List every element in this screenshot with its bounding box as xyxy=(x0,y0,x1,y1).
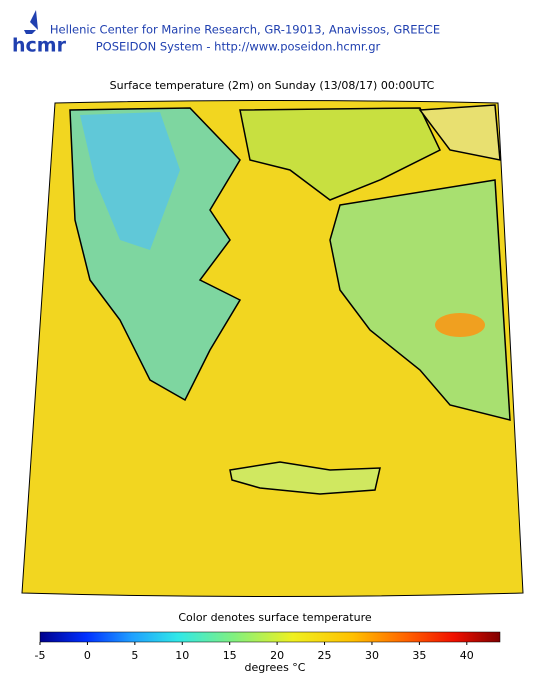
island xyxy=(229,461,381,495)
tick-label: 20 xyxy=(270,649,284,662)
tick-label: 40 xyxy=(460,649,474,662)
tick-label: 5 xyxy=(131,649,138,662)
land-cool xyxy=(80,112,180,250)
colorbar xyxy=(39,631,501,643)
logo-text: hcmr xyxy=(12,35,67,57)
warm-area xyxy=(435,313,485,337)
tick-label: 15 xyxy=(223,649,237,662)
logo: hcmr xyxy=(12,10,67,57)
colorbar-caption: Color denotes surface temperature xyxy=(178,611,372,624)
header-line: Hellenic Center for Marine Research, GR-… xyxy=(50,23,440,37)
header-line: POSEIDON System - http://www.poseidon.hc… xyxy=(96,40,381,54)
tick-label: 10 xyxy=(175,649,189,662)
map xyxy=(21,100,524,597)
map-title: Surface temperature (2m) on Sunday (13/0… xyxy=(110,79,435,92)
colorbar-unit: degrees °C xyxy=(245,661,306,674)
tick-label: 30 xyxy=(365,649,379,662)
tick-label: 35 xyxy=(412,649,426,662)
tick-label: 0 xyxy=(84,649,91,662)
land xyxy=(329,179,511,421)
tick-label: -5 xyxy=(35,649,46,662)
logo-icon xyxy=(24,10,38,34)
tick-label: 25 xyxy=(318,649,332,662)
land xyxy=(418,104,501,161)
